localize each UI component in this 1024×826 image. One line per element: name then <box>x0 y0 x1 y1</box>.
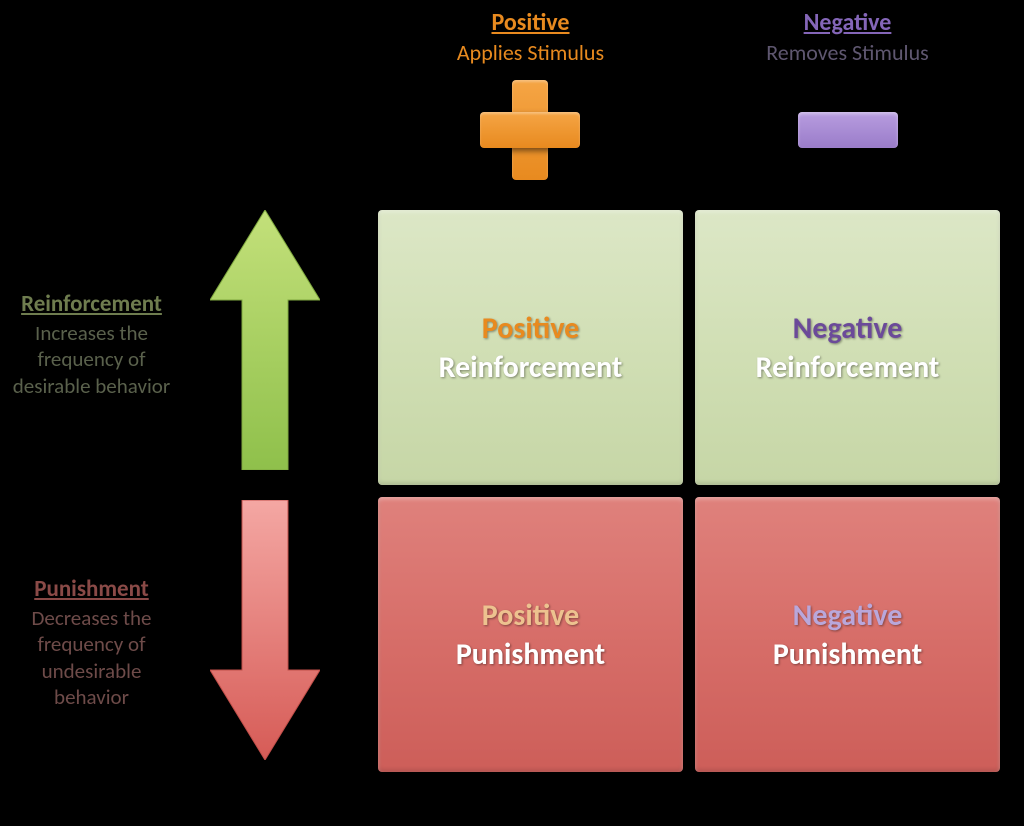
row-punishment-title: Punishment <box>4 575 179 603</box>
row-label-reinforcement: Reinforcement Increases the frequency of… <box>4 290 179 399</box>
quad-bl-line1: Positive <box>482 597 580 634</box>
row-punishment-subtitle: Decreases the frequency of undesirable b… <box>4 605 179 710</box>
header-negative: Negative Removes Stimulus <box>695 8 1000 66</box>
header-positive-title: Positive <box>378 8 683 37</box>
quad-bl-line2: Punishment <box>456 636 605 673</box>
quadrant-negative-punishment: Negative Punishment <box>695 497 1000 772</box>
arrow-up-icon <box>210 210 320 470</box>
quad-br-line2: Punishment <box>773 636 922 673</box>
quad-tl-line1: Positive <box>482 310 580 347</box>
minus-icon <box>798 112 898 148</box>
quadrant-positive-reinforcement: Positive Reinforcement <box>378 210 683 485</box>
quad-tr-line1: Negative <box>793 310 903 347</box>
quad-tl-line2: Reinforcement <box>439 349 623 386</box>
row-label-punishment: Punishment Decreases the frequency of un… <box>4 575 179 710</box>
quadrant-positive-punishment: Positive Punishment <box>378 497 683 772</box>
arrow-down-icon <box>210 500 320 760</box>
header-negative-subtitle: Removes Stimulus <box>695 39 1000 66</box>
row-reinforcement-title: Reinforcement <box>4 290 179 318</box>
plus-icon <box>480 80 580 180</box>
quadrant-negative-reinforcement: Negative Reinforcement <box>695 210 1000 485</box>
quad-tr-line2: Reinforcement <box>756 349 940 386</box>
header-negative-title: Negative <box>695 8 1000 37</box>
header-positive: Positive Applies Stimulus <box>378 8 683 66</box>
header-positive-subtitle: Applies Stimulus <box>378 39 683 66</box>
quad-br-line1: Negative <box>793 597 903 634</box>
row-reinforcement-subtitle: Increases the frequency of desirable beh… <box>4 320 179 399</box>
